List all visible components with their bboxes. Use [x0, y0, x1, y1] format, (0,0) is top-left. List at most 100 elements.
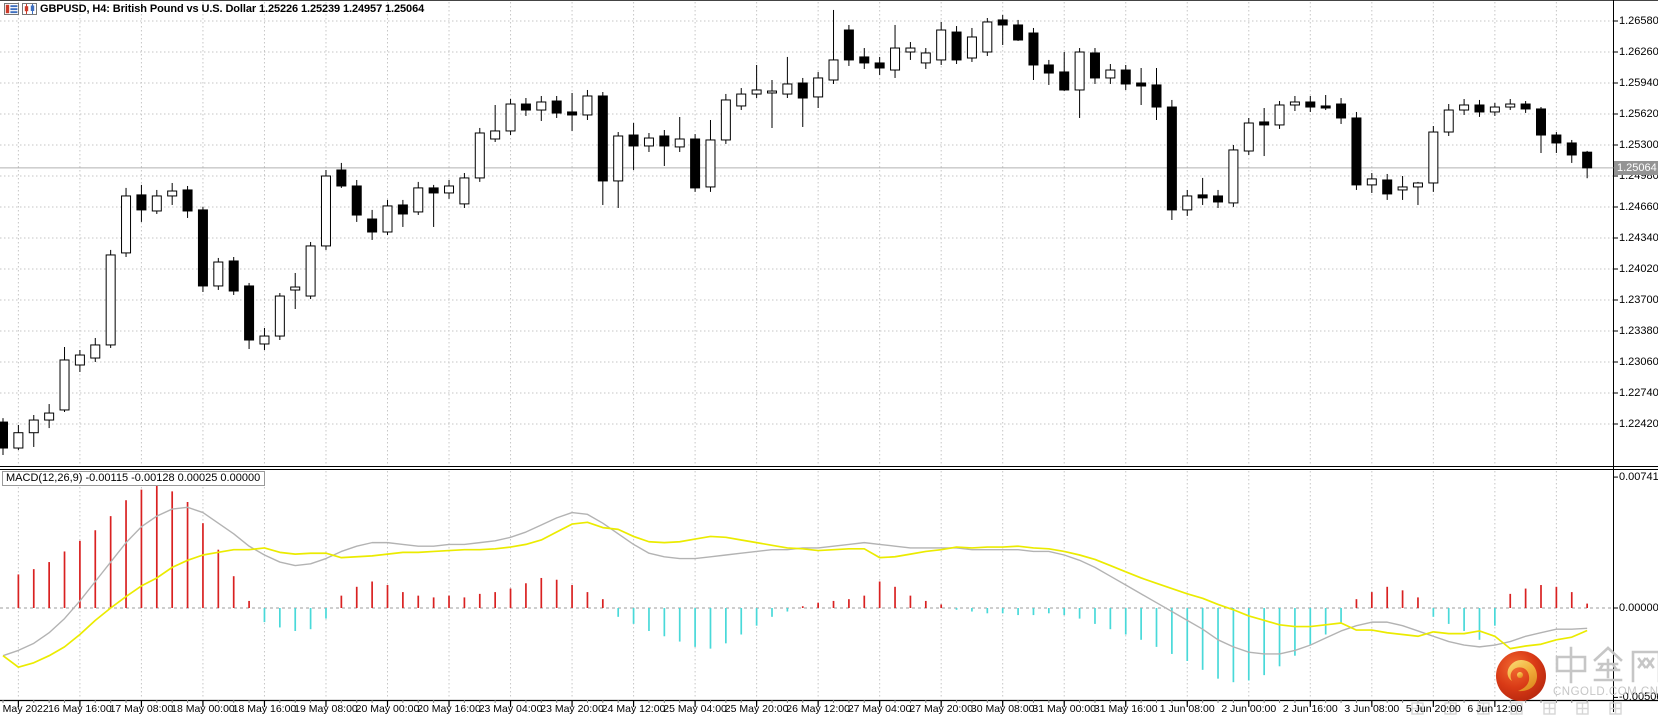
- candle-body: [751, 89, 762, 95]
- price-axis-label: 1.25620: [1619, 108, 1658, 120]
- time-axis-label: 6 Jun 12:00: [1467, 703, 1523, 715]
- candle-body: [567, 111, 578, 116]
- chart-title: GBPUSD, H4: British Pound vs U.S. Dollar…: [40, 3, 425, 15]
- time-axis-label: 16 May 2022: [0, 703, 49, 715]
- time-axis-label: 18 May 00:00: [171, 703, 235, 715]
- candle-body: [1043, 64, 1054, 74]
- candle-body: [1305, 101, 1316, 108]
- candle-body: [244, 285, 255, 341]
- candle-body: [1028, 32, 1039, 66]
- candle-body: [690, 138, 701, 189]
- candle-body: [1274, 104, 1285, 126]
- price-axis-label: 1.22420: [1619, 418, 1658, 430]
- candle-body: [797, 82, 808, 99]
- candle-body: [290, 286, 301, 291]
- price-axis-label: 1.22740: [1619, 387, 1658, 399]
- candle-body: [351, 185, 362, 216]
- candle-body: [1197, 194, 1208, 199]
- time-axis-label: 24 May 12:00: [601, 703, 666, 715]
- price-axis-label: 1.26260: [1619, 46, 1658, 58]
- candle-body: [1412, 182, 1423, 188]
- candle-body: [1059, 71, 1070, 91]
- watermark-domain-text: CNGOLD.COM.CN: [1553, 686, 1658, 698]
- candle-body: [320, 175, 331, 247]
- candle-body: [1089, 52, 1100, 79]
- candle-body: [659, 135, 670, 147]
- time-axis-label: 17 May 08:00: [109, 703, 174, 715]
- price-axis-label: 1.24020: [1619, 263, 1658, 275]
- candle-body: [428, 187, 439, 194]
- candle-body: [259, 335, 270, 345]
- candle-body: [1428, 131, 1439, 184]
- candle-body: [13, 432, 24, 449]
- candle-body: [305, 245, 316, 297]
- current-price-badge: 1.25064: [1614, 160, 1658, 175]
- candle-body: [767, 90, 777, 94]
- price-axis-label: 1.24660: [1619, 201, 1658, 213]
- time-axis-label: 20 May 00:00: [355, 703, 420, 715]
- candle-body: [997, 19, 1008, 26]
- candle-body: [1520, 103, 1531, 110]
- macd-dif-line: [2, 506, 1588, 657]
- candle-body: [44, 412, 55, 421]
- logo-swirl: [1507, 660, 1537, 692]
- price-axis-label: 1.25300: [1619, 139, 1658, 151]
- candle-body: [982, 21, 993, 53]
- macd-axis-label: 0.00741: [1619, 471, 1658, 484]
- candle-body: [1151, 84, 1162, 108]
- candle-body: [1243, 122, 1254, 152]
- cngold-logo: [1496, 651, 1546, 701]
- candle-body: [920, 52, 931, 64]
- time-axis-label: 16 May 16:00: [48, 703, 112, 715]
- candle-body: [1489, 106, 1500, 113]
- candle-body: [966, 36, 977, 59]
- price-axis-label: 1.26580: [1619, 15, 1658, 27]
- time-axis-label: 5 Jun 20:00: [1405, 703, 1461, 715]
- candle-body: [905, 47, 916, 53]
- candle-body: [951, 31, 962, 61]
- candle-body: [551, 100, 562, 114]
- candle-body: [859, 56, 870, 64]
- chart-window-icon: [4, 3, 19, 15]
- candle-body: [1551, 134, 1562, 144]
- candle-body: [28, 419, 39, 434]
- candle-body: [505, 103, 516, 132]
- time-axis-label: 3 Jun 08:00: [1344, 703, 1400, 715]
- candle-body: [274, 295, 285, 337]
- candle-body: [1213, 195, 1224, 203]
- candle-body: [536, 101, 547, 111]
- macd-axis-label: -0.00506: [1619, 691, 1658, 704]
- candle-body: [1397, 186, 1408, 191]
- candle-body: [1228, 149, 1239, 204]
- candle-body: [813, 77, 824, 98]
- candle-body: [444, 185, 455, 194]
- time-axis-label: 20 May 16:00: [417, 703, 481, 715]
- candle-body: [1505, 103, 1516, 108]
- candle-body: [1289, 101, 1300, 106]
- candle-body: [382, 205, 393, 233]
- candle-body: [613, 135, 624, 182]
- candle-body: [936, 29, 947, 61]
- candle-body: [1536, 108, 1546, 136]
- candle-body: [105, 254, 116, 346]
- time-axis-label: 26 May 12:00: [786, 703, 850, 715]
- candle-body: [1566, 142, 1577, 156]
- candle-body: [0, 421, 8, 449]
- candle-body: [1382, 179, 1393, 195]
- candle-body: [167, 190, 178, 197]
- candle-body: [720, 99, 731, 141]
- candle-body: [1120, 69, 1131, 85]
- candle-body: [1366, 178, 1377, 186]
- candle-body: [828, 59, 839, 81]
- candle-body: [1166, 106, 1177, 211]
- candle-body: [151, 195, 162, 212]
- candle-body: [643, 137, 654, 147]
- candle-body: [59, 359, 70, 411]
- candle-body: [182, 189, 193, 212]
- price-axis-label: 1.24340: [1619, 232, 1658, 244]
- candle-body: [1074, 51, 1085, 91]
- candle-body: [1582, 151, 1593, 169]
- candle-body: [1105, 69, 1116, 79]
